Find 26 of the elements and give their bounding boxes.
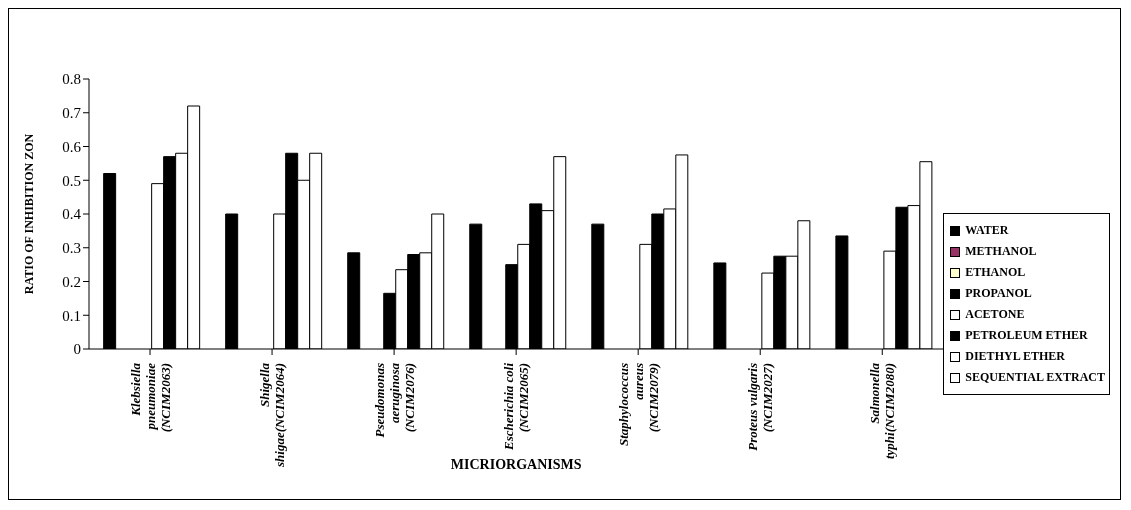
- legend-label: DIETHYL ETHER: [964, 348, 1066, 365]
- legend-label: ETHANOL: [964, 264, 1027, 281]
- x-tick-label: Staphylococcus aureus (NCIM2079): [615, 363, 661, 447]
- legend-label: METHANOL: [964, 243, 1038, 260]
- y-tick-label: 0.2: [62, 273, 81, 290]
- y-tick-label: 0: [73, 341, 81, 358]
- x-tick-label: Klebsiella pneumoniae (NCIM2063): [127, 362, 173, 433]
- y-tick-label: 0.7: [62, 105, 82, 122]
- y-tick-label: 0.8: [62, 71, 81, 88]
- y-tick-label: 0.1: [62, 307, 81, 324]
- x-tick-label: Shigella shigae(NCIM2064): [257, 362, 288, 469]
- y-axis-title: RATIO OF INHIBITION ZON: [22, 133, 37, 295]
- x-tick-label: Escherichia coli (NCIM2065): [501, 362, 532, 452]
- legend-label: PETROLEUM ETHER: [964, 327, 1089, 344]
- x-tick-label: Pseudomonas aeruginosa (NCIM2076): [371, 362, 417, 438]
- y-tick-label: 0.3: [62, 240, 81, 257]
- legend-label: ACETONE: [964, 306, 1026, 323]
- y-tick-label: 0.6: [62, 138, 82, 155]
- legend-label: SEQUENTIAL EXTRACT: [964, 369, 1105, 386]
- x-tick-label: Proteus vulgaris (NCIM2027): [745, 363, 776, 451]
- legend-label: PROPANOL: [964, 285, 1033, 302]
- y-tick-label: 0.4: [62, 206, 82, 223]
- legend-label: WATER: [964, 222, 1010, 239]
- x-tick-label: Salmonella typhi(NCIM2080): [867, 362, 898, 460]
- y-tick-label: 0.5: [62, 172, 81, 189]
- x-axis-title: MICRIORGANISMS: [450, 457, 582, 472]
